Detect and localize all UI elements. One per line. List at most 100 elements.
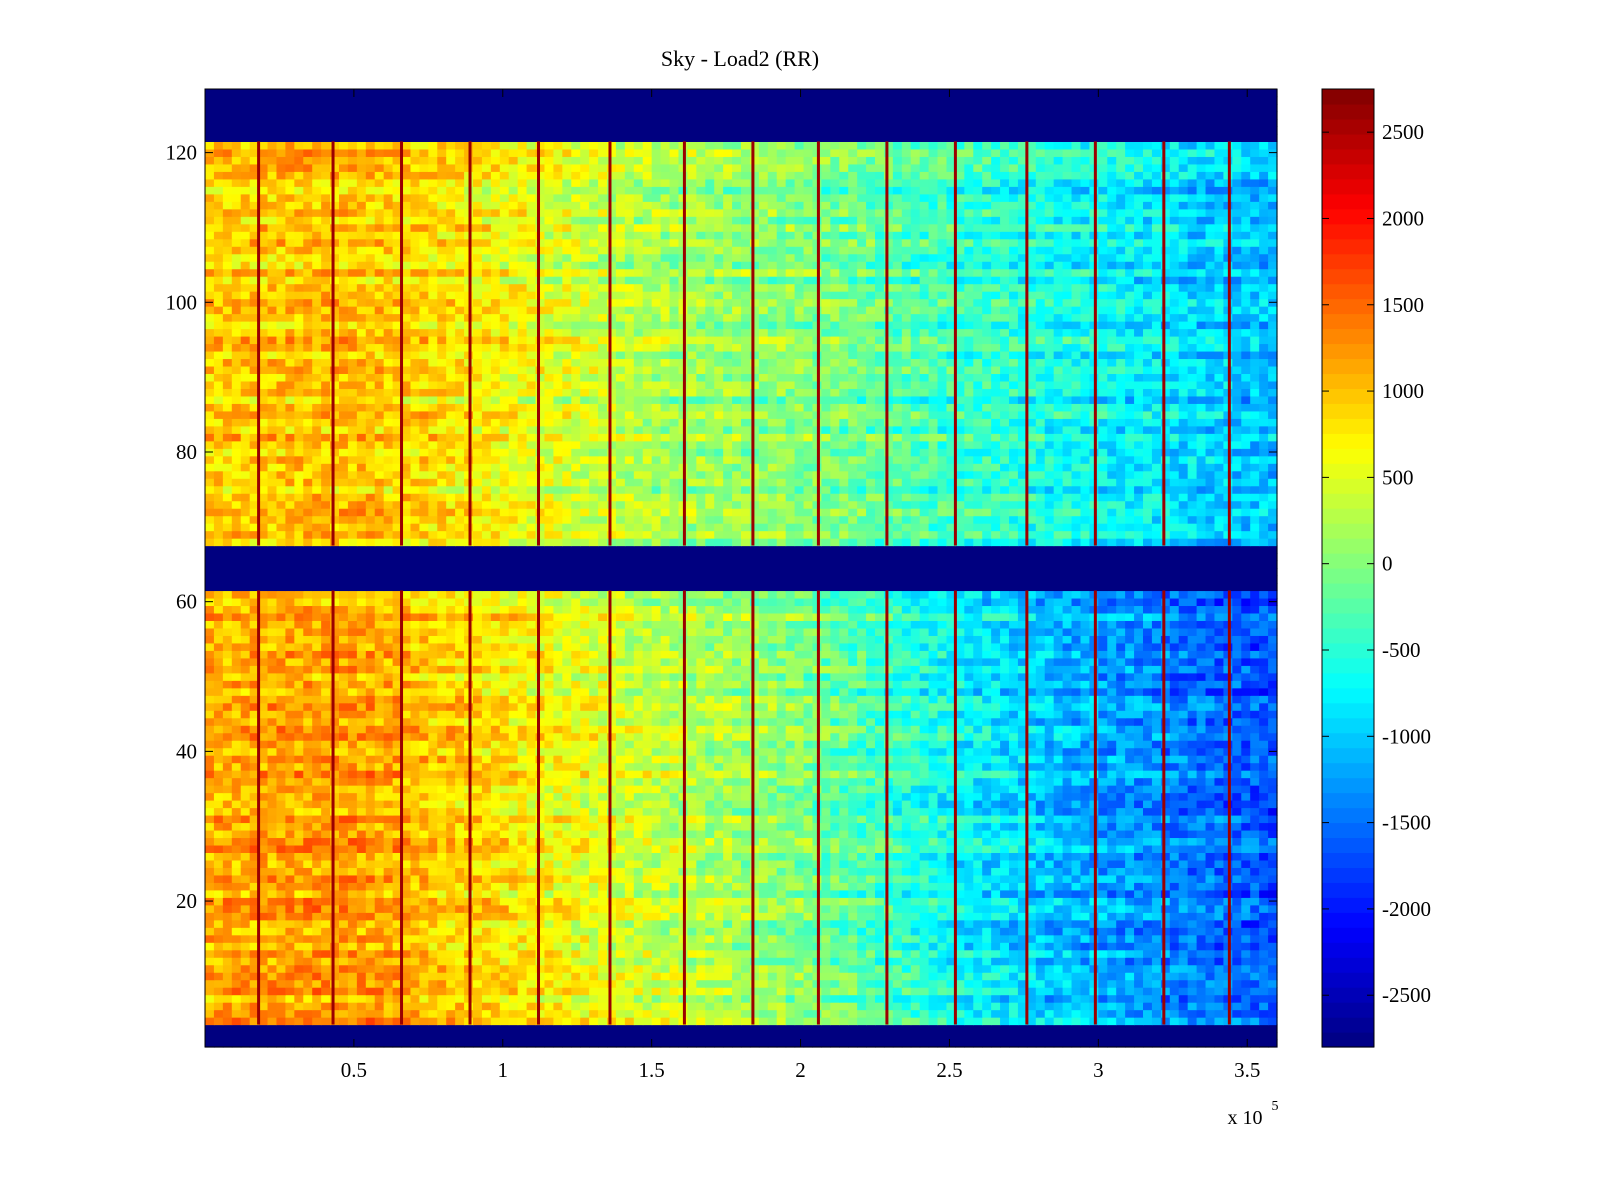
heatmap-cell <box>205 829 215 839</box>
heatmap-cell <box>1009 829 1019 839</box>
heatmap-cell <box>303 949 313 958</box>
heatmap-cell <box>1035 747 1046 756</box>
heatmap-cell <box>866 1009 876 1018</box>
heatmap-cell <box>401 1032 412 1041</box>
heatmap-cell <box>615 957 626 966</box>
heatmap-cell <box>776 1002 787 1011</box>
heatmap-cell <box>205 949 215 958</box>
heatmap-cell <box>1062 777 1073 786</box>
heatmap-cell <box>642 755 653 764</box>
heatmap-cell <box>553 1002 563 1011</box>
heatmap-cell <box>508 807 519 816</box>
heatmap-cell <box>910 755 921 764</box>
heatmap-cell <box>1160 949 1171 958</box>
heatmap-cell <box>732 1002 742 1011</box>
heatmap-cell <box>892 807 903 816</box>
heatmap-cell <box>374 777 385 786</box>
heatmap-cell <box>651 844 662 853</box>
heatmap-cell <box>937 755 948 764</box>
heatmap-cell <box>687 919 697 928</box>
heatmap-cell <box>410 1039 420 1048</box>
heatmap-cell <box>213 1032 224 1041</box>
heatmap-cell <box>660 987 671 996</box>
heatmap-cell <box>848 762 858 771</box>
heatmap-cell <box>544 814 554 824</box>
heatmap-cell <box>526 1032 537 1041</box>
heatmap-cell <box>749 994 760 1003</box>
heatmap-cell <box>1017 747 1028 756</box>
heatmap-cell <box>875 972 885 981</box>
heatmap-cell <box>303 957 313 966</box>
heatmap-cell <box>1116 949 1126 958</box>
heatmap-cell <box>312 1032 322 1041</box>
heatmap-cell <box>205 987 215 996</box>
heatmap-cell <box>946 844 956 853</box>
heatmap-cell <box>1098 1009 1108 1018</box>
heatmap-cell <box>481 859 492 868</box>
heatmap-cell <box>285 942 295 951</box>
heatmap-cell <box>767 897 778 906</box>
heatmap-cell <box>910 844 921 853</box>
heatmap-cell <box>607 1017 617 1026</box>
heatmap-cell <box>598 1009 608 1018</box>
heatmap-cell <box>446 942 456 951</box>
heatmap-cell <box>455 927 465 936</box>
heatmap-cell <box>1259 762 1269 771</box>
heatmap-cell <box>473 882 483 891</box>
heatmap-cell <box>1143 785 1153 794</box>
heatmap-cell <box>892 1002 903 1011</box>
heatmap-cell <box>285 800 295 809</box>
heatmap-cell <box>669 964 680 973</box>
heatmap-cell <box>213 882 224 891</box>
heatmap-cell <box>339 874 349 883</box>
heatmap-cell <box>553 882 563 891</box>
heatmap-cell <box>419 732 429 741</box>
heatmap-cell <box>723 927 733 936</box>
heatmap-cell <box>321 1039 331 1048</box>
heatmap-cell <box>910 1017 921 1026</box>
heatmap-cell <box>1134 814 1144 824</box>
heatmap-cell <box>517 919 528 928</box>
heatmap-cell <box>1026 740 1037 749</box>
heatmap-cell <box>401 829 412 839</box>
heatmap-cell <box>642 785 653 794</box>
heatmap-cell <box>687 957 697 966</box>
heatmap-cell <box>857 762 867 771</box>
heatmap-cell <box>758 822 769 831</box>
heatmap-cell <box>749 732 760 741</box>
heatmap-cell <box>1107 904 1117 913</box>
heatmap-cell <box>294 1009 304 1018</box>
heatmap-cell <box>267 777 278 786</box>
heatmap-cell <box>1196 852 1207 861</box>
heatmap-cell <box>687 732 697 741</box>
heatmap-cell <box>1053 755 1064 764</box>
heatmap-cell <box>1241 755 1251 764</box>
heatmap-cell <box>767 979 778 988</box>
heatmap-cell <box>982 800 992 809</box>
heatmap-cell <box>437 747 447 756</box>
heatmap-cell <box>883 740 894 749</box>
heatmap-cell <box>383 822 394 831</box>
heatmap-cell <box>749 979 760 988</box>
heatmap-cell <box>607 889 617 898</box>
heatmap-cell <box>410 822 420 831</box>
heatmap-cell <box>642 979 653 988</box>
heatmap-cell <box>1214 994 1224 1003</box>
heatmap-cell <box>383 979 394 988</box>
heatmap-cell <box>776 979 787 988</box>
heatmap-cell <box>481 897 492 906</box>
heatmap-cell <box>347 972 358 981</box>
heatmap-cell <box>1080 755 1090 764</box>
heatmap-cell <box>946 919 956 928</box>
heatmap-cell <box>830 807 840 816</box>
heatmap-cell <box>696 1017 706 1026</box>
heatmap-cell <box>553 889 563 898</box>
heatmap-cell <box>741 800 751 809</box>
heatmap-cell <box>937 987 948 996</box>
heatmap-cell <box>1116 987 1126 996</box>
heatmap-cell <box>508 874 519 883</box>
heatmap-cell <box>714 919 724 928</box>
heatmap-cell <box>624 919 635 928</box>
heatmap-cell <box>607 844 617 853</box>
heatmap-cell <box>526 747 537 756</box>
